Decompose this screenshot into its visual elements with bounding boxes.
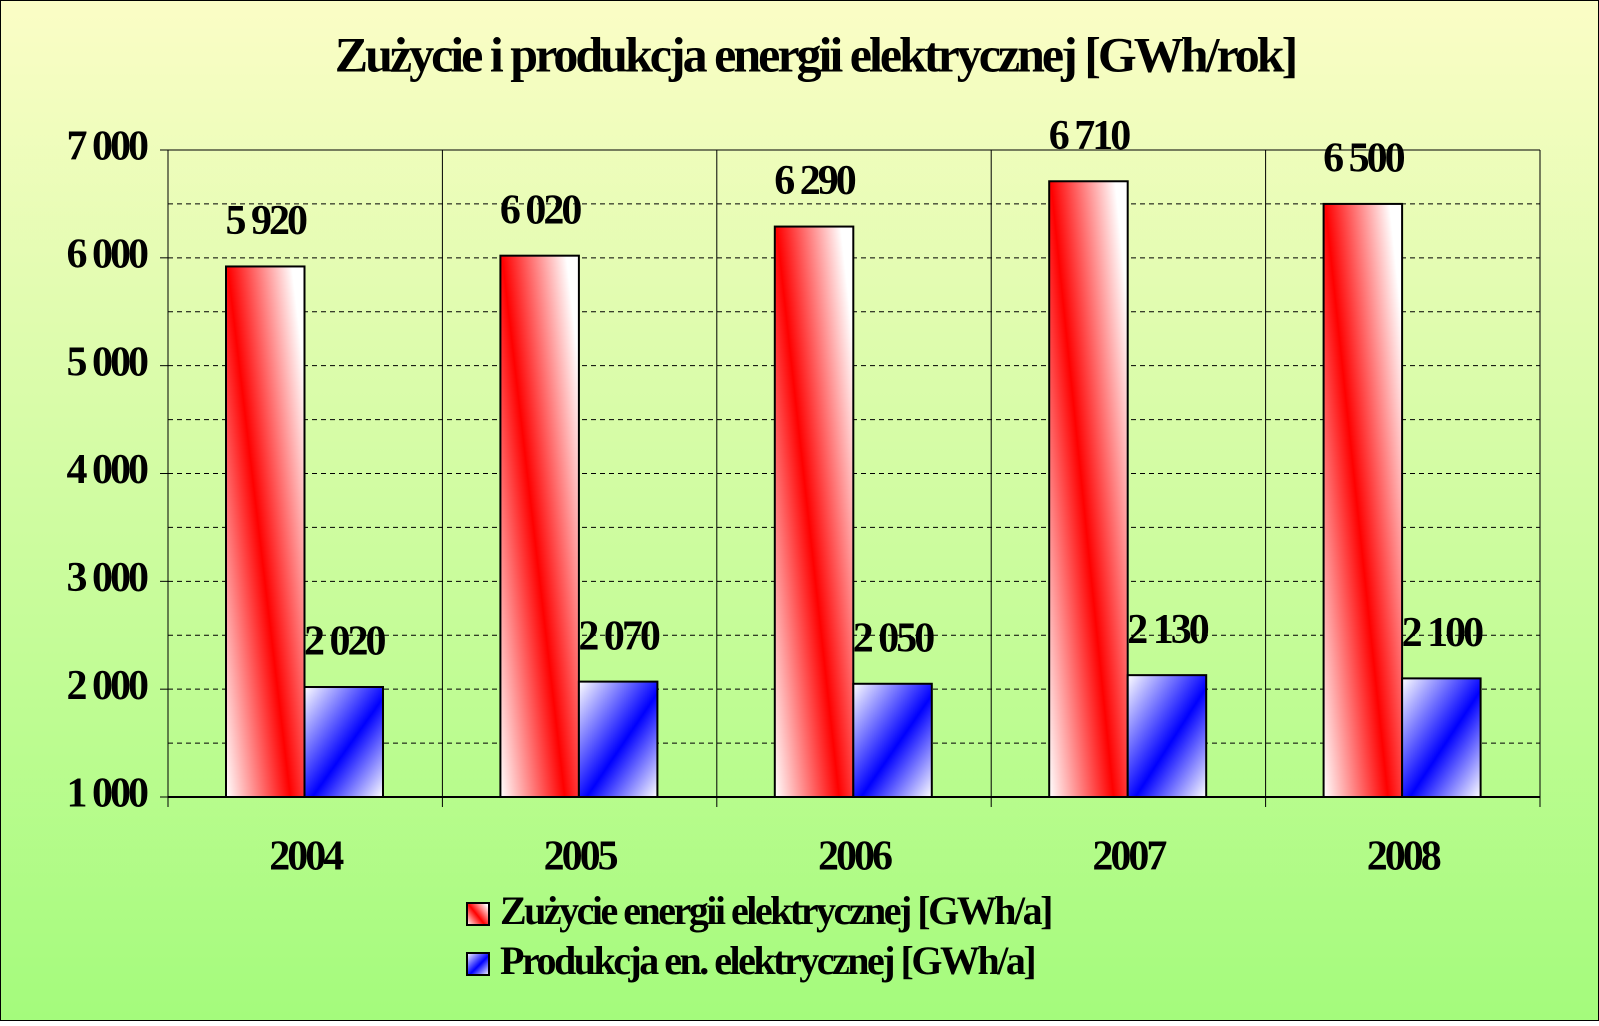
x-tick-label: 2007 [1092,834,1166,880]
bar [1048,180,1129,798]
x-tick-label: 2005 [544,834,618,880]
bar [852,682,933,799]
legend-label: Zużycie energii elektrycznej [GWh/a] [500,888,1051,933]
legend-label: Produkcja en. elektrycznej [GWh/a] [500,938,1034,983]
bar [577,680,659,799]
y-tick-label: 2 000 [67,663,149,709]
x-tick-label: 2004 [269,834,344,880]
bar [499,254,580,798]
value-label: 2 020 [304,619,386,665]
value-label: 6 500 [1323,136,1405,182]
x-tick-label: 2008 [1367,834,1441,880]
value-label: 5 920 [226,198,308,244]
value-label: 6 290 [774,158,856,204]
bar [1322,202,1404,798]
bar [773,225,855,799]
value-label: 6 020 [500,187,582,233]
bar [225,265,306,798]
y-tick-label: 5 000 [67,339,149,385]
value-label: 2 100 [1402,610,1484,656]
legend-swatch [466,952,490,976]
bar [1126,674,1208,798]
chart-title: Zużycie i produkcja energii elektrycznej… [335,26,1296,82]
y-tick-label: 4 000 [67,447,149,493]
bar [303,686,384,799]
bar [1401,677,1482,799]
value-label: 2 070 [578,613,660,659]
y-tick-label: 7 000 [67,124,149,170]
y-tick-label: 3 000 [67,555,149,601]
y-tick-label: 1 000 [67,771,149,817]
value-label: 2 130 [1127,607,1209,653]
x-tick-label: 2006 [818,834,892,880]
value-label: 6 710 [1049,113,1131,159]
value-label: 2 050 [853,615,935,661]
y-tick-label: 6 000 [67,231,149,277]
legend-swatch [466,902,490,926]
